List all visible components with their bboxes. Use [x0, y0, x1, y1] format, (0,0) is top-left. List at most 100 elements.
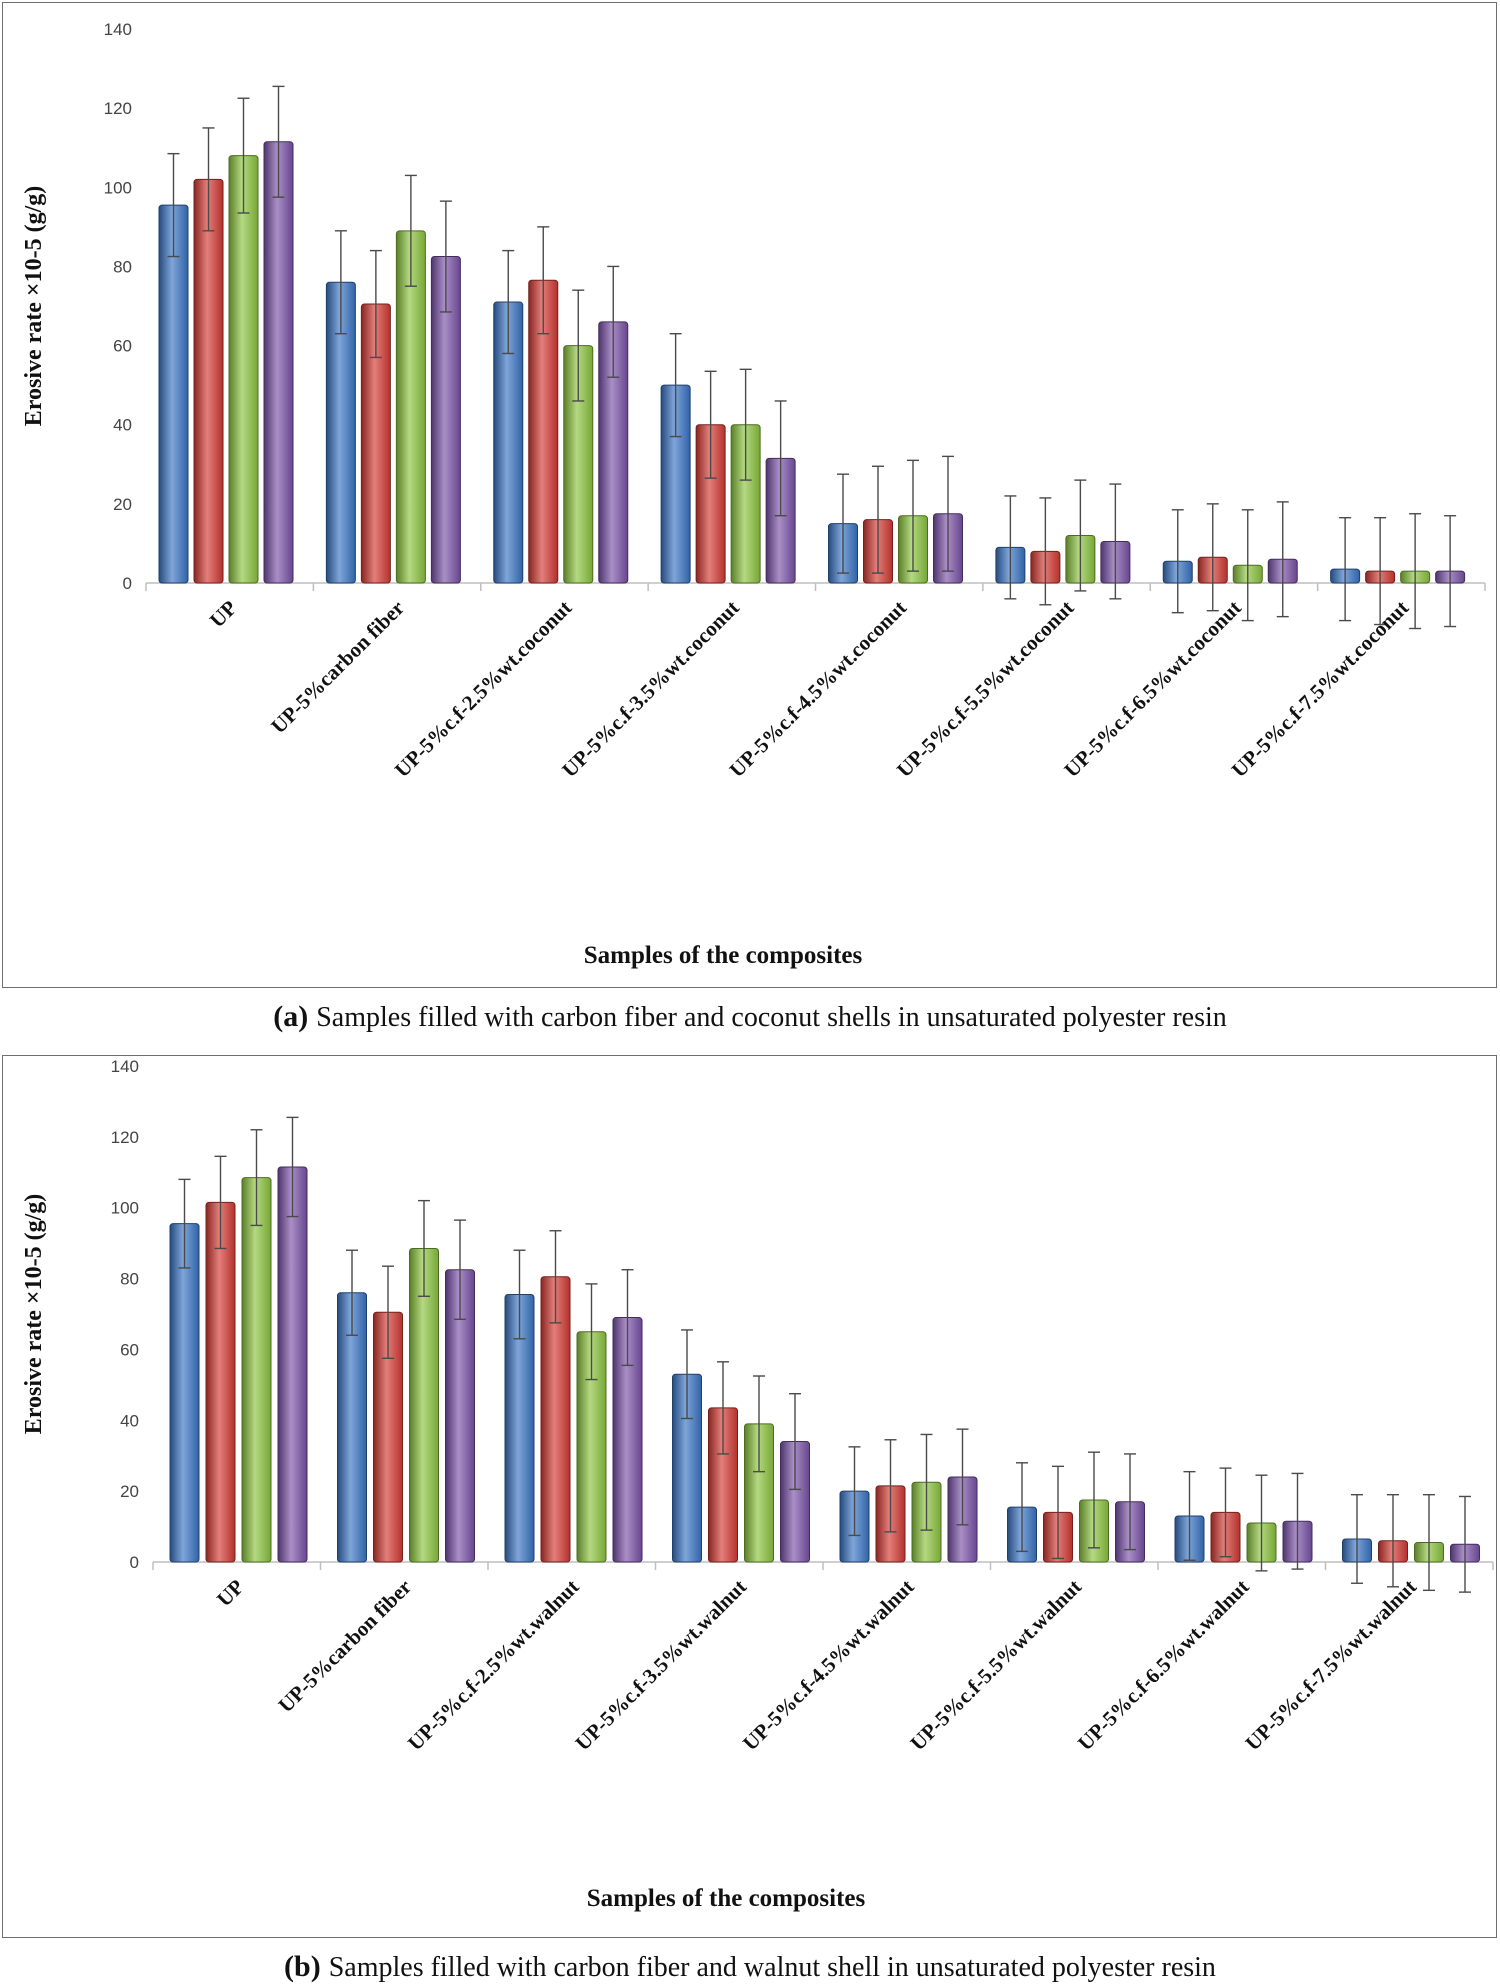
- bar-rect: [158, 204, 189, 584]
- y-tick-label: 60: [113, 337, 132, 356]
- error-bar: [1409, 513, 1422, 630]
- bar: [169, 1223, 200, 1563]
- y-tick-label: 0: [123, 574, 132, 593]
- y-tick-label: 100: [104, 178, 132, 197]
- caption-b: (b) Samples filled with carbon fiber and …: [0, 1950, 1500, 1984]
- x-tick-label: UP-5%c.f-4.5%wt.walnut: [738, 1575, 919, 1756]
- error-bar: [1339, 517, 1352, 622]
- error-bar: [1074, 479, 1087, 592]
- x-tick-label: UP-5%c.f-7.5%wt.coconut: [1227, 596, 1413, 782]
- y-tick-label: 40: [113, 416, 132, 435]
- error-bar: [418, 1199, 430, 1297]
- error-bar: [382, 1265, 394, 1359]
- error-bar: [920, 1433, 933, 1531]
- caption-b-text: Samples filled with carbon fiber and wal…: [328, 1952, 1216, 1983]
- x-tick-label: UP-5%c.f-2.5%wt.walnut: [403, 1575, 584, 1756]
- y-tick-label: 120: [111, 1128, 139, 1147]
- bar: [241, 1177, 272, 1563]
- error-bar: [202, 127, 215, 232]
- x-tick-label: UP: [205, 595, 242, 632]
- error-bar: [572, 289, 585, 402]
- error-bar: [1291, 1472, 1304, 1570]
- error-bar: [1276, 501, 1289, 618]
- x-tick-label: UP-5%c.f-5.5%wt.coconut: [892, 596, 1078, 782]
- x-tick-label: UP-5%c.f-2.5%wt.coconut: [390, 596, 576, 782]
- error-bar: [621, 1269, 634, 1367]
- error-bar: [1387, 1493, 1399, 1588]
- error-bar: [404, 174, 417, 287]
- error-bar: [1219, 1467, 1232, 1558]
- y-tick-label: 80: [120, 1270, 139, 1289]
- y-tick-label: 0: [130, 1553, 139, 1572]
- error-bar: [214, 1155, 227, 1250]
- error-bar: [1423, 1493, 1435, 1592]
- error-bar: [774, 400, 787, 517]
- error-bar: [1374, 517, 1387, 626]
- bar-rect: [205, 1201, 236, 1563]
- error-bar: [286, 1116, 299, 1218]
- error-bar: [1088, 1451, 1100, 1549]
- error-bar: [1351, 1493, 1363, 1584]
- x-tick-label: UP: [212, 1574, 249, 1611]
- error-bar: [513, 1249, 526, 1340]
- error-bar: [717, 1361, 729, 1455]
- bar: [158, 204, 189, 584]
- x-tick-label: UP-5%carbon fiber: [266, 596, 409, 739]
- error-bar: [502, 249, 515, 355]
- x-tick-label: UP-5%c.f-4.5%wt.coconut: [725, 596, 911, 782]
- bar-rect: [277, 1166, 308, 1563]
- error-bar: [369, 249, 382, 359]
- error-bar: [1004, 495, 1017, 600]
- error-bar: [704, 370, 717, 479]
- bar: [193, 178, 224, 584]
- error-bar: [753, 1375, 765, 1473]
- bar: [263, 141, 294, 584]
- error-bar: [1459, 1495, 1471, 1593]
- error-bar: [1039, 497, 1052, 606]
- error-bar: [1171, 509, 1184, 614]
- error-bar: [167, 152, 180, 258]
- x-axis-title: Samples of the composites: [584, 942, 863, 969]
- y-tick-label: 20: [120, 1482, 139, 1501]
- error-bar: [681, 1329, 693, 1420]
- error-bar: [237, 97, 250, 214]
- bar-rect: [169, 1223, 200, 1563]
- error-bar: [1109, 483, 1122, 600]
- error-bar: [585, 1283, 598, 1381]
- chart-panel-a: 0 20 40 60 80 100 120 140 UP UP-5%carbon fiber UP-…: [2, 2, 1497, 988]
- error-bar: [956, 1428, 969, 1526]
- y-tick-label: 40: [120, 1411, 139, 1430]
- y-axis-title: Erosive rate ×10-5 (g/g): [21, 1194, 47, 1435]
- error-bar: [1444, 515, 1457, 628]
- chart-panel-b: 0 20 40 60 80 100 120 140 UP UP-5%carbon fiber UP-…: [2, 1055, 1497, 1938]
- x-tick-label: UP-5%c.f-6.5%wt.coconut: [1059, 596, 1245, 782]
- error-bar: [607, 265, 620, 378]
- error-bar: [334, 230, 347, 335]
- caption-b-label: (b): [284, 1950, 321, 1983]
- error-bar: [669, 333, 682, 438]
- x-tick-label: UP-5%c.f-6.5%wt.walnut: [1073, 1575, 1254, 1756]
- error-bar: [439, 200, 452, 313]
- x-tick-label: UP-5%c.f-5.5%wt.walnut: [905, 1575, 1086, 1756]
- error-bar: [884, 1439, 897, 1533]
- bar-rect: [241, 1177, 272, 1563]
- y-tick-label: 140: [104, 20, 132, 39]
- y-tick-label: 140: [111, 1057, 139, 1076]
- x-tick-label: UP-5%carbon fiber: [273, 1575, 416, 1718]
- error-bar: [250, 1129, 263, 1227]
- caption-a: (a) Samples filled with carbon fiber and …: [0, 1000, 1500, 1034]
- bar: [228, 155, 259, 584]
- error-bar: [537, 226, 550, 335]
- error-bar: [837, 473, 849, 574]
- x-tick-label: UP-5%c.f-7.5%wt.walnut: [1240, 1575, 1421, 1756]
- x-axis-title: Samples of the composites: [587, 1885, 866, 1912]
- y-tick-label: 100: [111, 1199, 139, 1218]
- caption-a-text: Samples filled with carbon fiber and coc…: [316, 1002, 1227, 1033]
- error-bar: [942, 455, 954, 572]
- x-tick-label: UP-5%c.f-3.5%wt.walnut: [570, 1575, 751, 1756]
- error-bar: [1255, 1474, 1268, 1572]
- y-tick-label: 60: [120, 1340, 139, 1359]
- bar-rect: [228, 155, 259, 584]
